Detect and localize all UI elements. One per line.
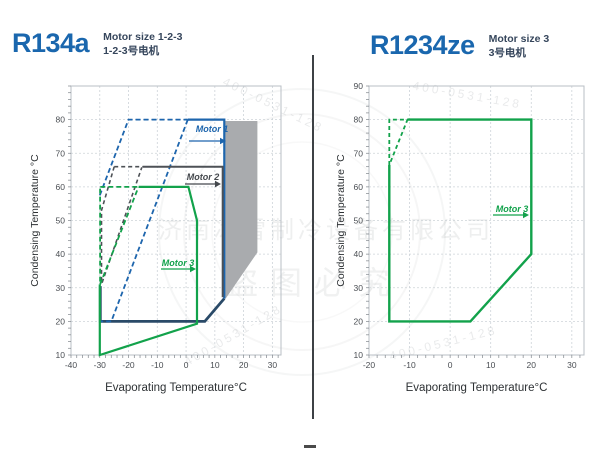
- motor-3-solid: [388, 118, 533, 323]
- y-axis-title: Condensing Temperature °C: [29, 154, 41, 287]
- motor-3-dashed-diagonal: [99, 187, 140, 285]
- panel-header-r134a: R134a Motor size 1-2-3 1-2-3号电机: [12, 28, 182, 58]
- x-tick-label: 20: [527, 360, 537, 370]
- y-tick-label: 90: [354, 81, 364, 91]
- motor-3-label: Motor 3: [496, 204, 529, 214]
- motor-size-zh-label: 3号电机: [488, 47, 526, 59]
- motor-2-solid: [142, 165, 224, 298]
- x-tick-label: 0: [184, 360, 189, 370]
- motor-3-dashed-triangle: [388, 118, 409, 166]
- x-tick-label: 10: [486, 360, 496, 370]
- x-axis-title: Evaporating Temperature°C: [406, 382, 548, 394]
- y-tick-label: 70: [354, 148, 364, 158]
- x-tick-label: 0: [448, 360, 453, 370]
- motor-2-label: Motor 2: [187, 172, 220, 182]
- x-tick-label: -20: [363, 360, 376, 370]
- y-tick-label: 20: [56, 316, 66, 326]
- motor-size-zh-label: 1-2-3号电机: [103, 45, 160, 57]
- x-tick-label: -20: [122, 360, 135, 370]
- x-tick-label: -10: [151, 360, 164, 370]
- motor-1-label: Motor 1: [196, 124, 229, 134]
- page-footer-mark: [304, 445, 316, 448]
- refrigerant-title-r1234ze: R1234ze: [370, 30, 475, 60]
- motor-2-label-arrowhead: [215, 180, 221, 188]
- x-tick-label: 30: [268, 360, 278, 370]
- motor-3-label-arrowhead: [523, 211, 529, 219]
- y-axis-title: Condensing Temperature °C: [335, 154, 347, 287]
- y-tick-label: 80: [354, 115, 364, 125]
- x-tick-label: -40: [65, 360, 78, 370]
- y-tick-label: 60: [56, 182, 66, 192]
- motor-1-label-arrowhead: [220, 137, 226, 145]
- motor-size-block: Motor size 3 3号电机: [489, 30, 550, 60]
- motor-size-en-label: Motor size 3: [488, 33, 550, 45]
- x-tick-label: 10: [210, 360, 220, 370]
- y-tick-label: 80: [56, 115, 66, 125]
- y-tick-label: 10: [56, 350, 66, 360]
- y-tick-label: 20: [354, 316, 364, 326]
- y-tick-label: 50: [354, 216, 364, 226]
- x-tick-label: 20: [239, 360, 249, 370]
- operating-envelope-chart-r134a: -40 -30 -20 -10 0 10 20 30 10 20 30 40 50 60 70 80 Motor…: [29, 85, 282, 394]
- x-axis-title: Evaporating Temperature°C: [105, 382, 247, 394]
- y-tick-label: 30: [56, 283, 66, 293]
- motor-1-dashed-upper: [98, 118, 188, 196]
- motor-3-label: Motor 3: [162, 258, 195, 268]
- restricted-zone: [225, 121, 258, 300]
- panel-divider-line: [312, 55, 314, 419]
- y-tick-label: 50: [56, 216, 66, 226]
- y-tick-label: 40: [56, 249, 66, 259]
- y-tick-label: 10: [354, 350, 364, 360]
- motor-1-solid: [187, 118, 226, 299]
- y-tick-label: 30: [354, 283, 364, 293]
- motor-size-block: Motor size 1-2-3 1-2-3号电机: [103, 28, 182, 58]
- refrigerant-title-r134a: R134a: [12, 28, 90, 58]
- motor-3-label-arrowhead: [190, 265, 196, 273]
- panel-header-r1234ze: R1234ze Motor size 3 3号电机: [370, 30, 549, 60]
- x-tick-label: -10: [403, 360, 416, 370]
- motor-size-en-label: Motor size 1-2-3: [103, 31, 183, 43]
- motor-3-solid: [98, 185, 199, 357]
- y-tick-label: 60: [354, 182, 364, 192]
- y-tick-label: 40: [354, 249, 364, 259]
- motor-2-dashed-left: [100, 166, 115, 283]
- y-tick-label: 70: [56, 148, 66, 158]
- operating-envelope-chart-r1234ze: -20 -10 0 10 20 30 10 20 30 40 50 60 70 80 90 Motor 3 Ev…: [335, 81, 585, 394]
- x-tick-label: 30: [567, 360, 577, 370]
- x-tick-label: -30: [94, 360, 107, 370]
